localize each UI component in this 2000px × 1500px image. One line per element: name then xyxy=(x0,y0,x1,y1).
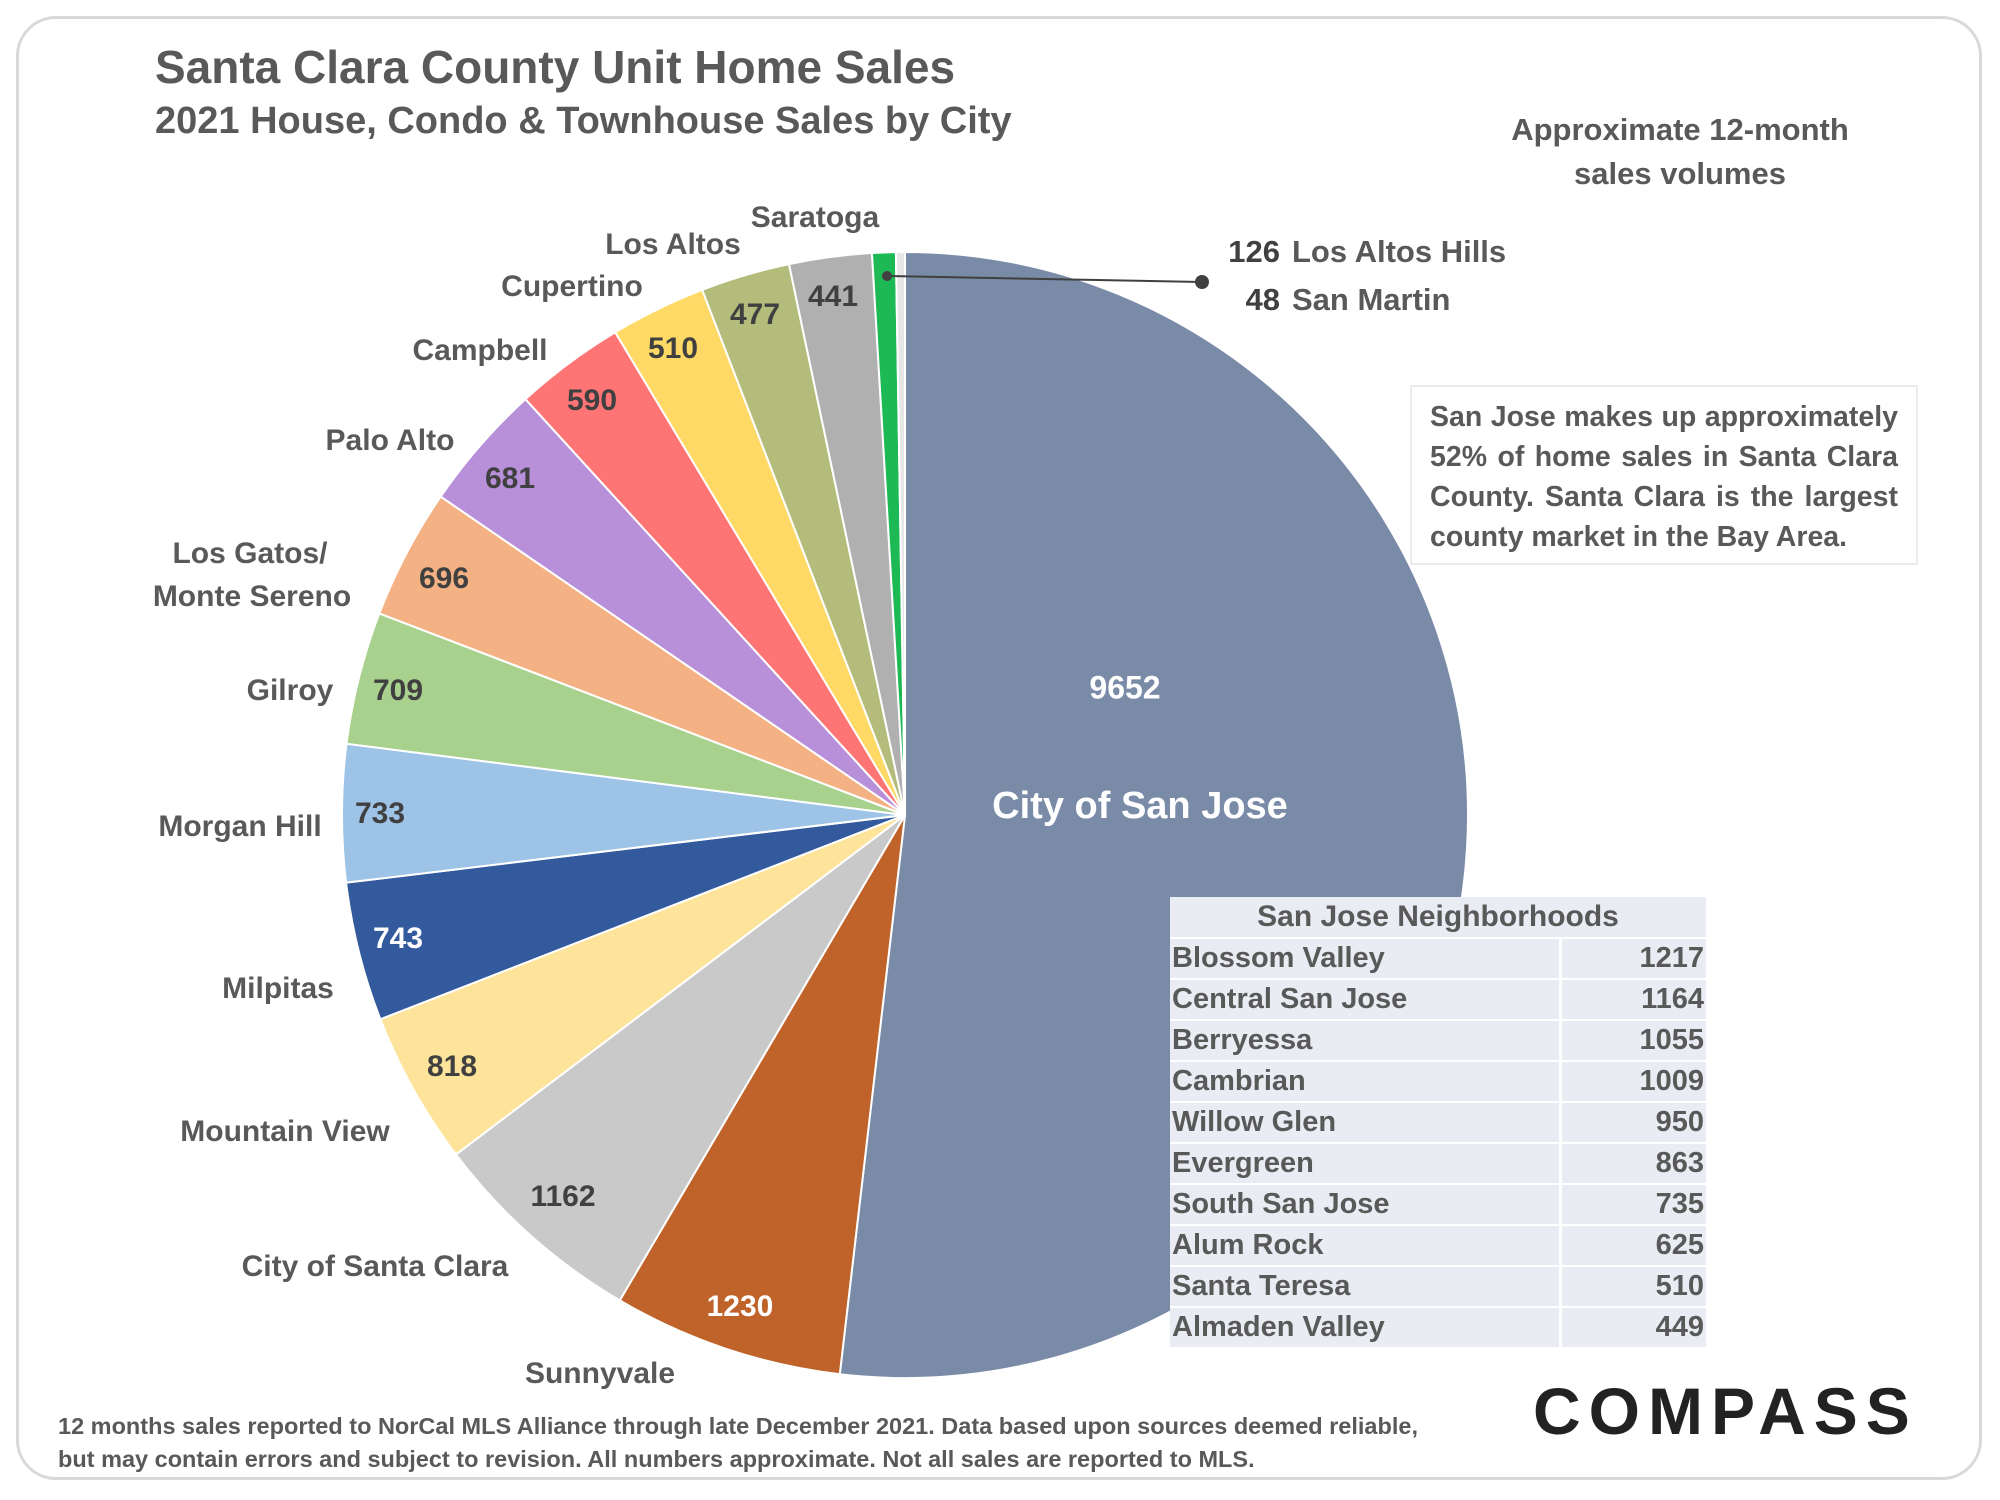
callout-dot xyxy=(882,271,892,281)
value-label-sunnyvale: 1230 xyxy=(707,1290,774,1323)
neighborhood-name: Alum Rock xyxy=(1170,1224,1561,1266)
table-row: Cambrian 1009 xyxy=(1170,1060,1706,1102)
category-label-palo-alto: Palo Alto xyxy=(326,424,455,457)
table-row: Santa Teresa 510 xyxy=(1170,1265,1706,1307)
value-label-city-of-san-jose: 9652 xyxy=(1089,669,1160,705)
category-label-los-gatos-line1: Los Gatos/ xyxy=(172,537,328,570)
category-label-city-of-santa-clara: City of Santa Clara xyxy=(242,1250,509,1283)
value-label-mountain-view: 818 xyxy=(427,1050,477,1083)
neighborhood-sales: 1009 xyxy=(1559,1060,1706,1102)
category-label-mountain-view: Mountain View xyxy=(180,1115,390,1148)
category-label-los-gatos-line2: Monte Sereno xyxy=(153,580,351,613)
value-label-los-altos-hills: 126 xyxy=(1228,234,1280,269)
neighborhood-name: South San Jose xyxy=(1170,1183,1561,1225)
category-label-sunnyvale: Sunnyvale xyxy=(525,1357,675,1390)
value-label-city-of-santa-clara: 1162 xyxy=(530,1180,595,1213)
neighborhood-name: Central San Jose xyxy=(1170,978,1561,1020)
value-label-saratoga: 441 xyxy=(808,280,858,313)
neighborhood-name: Santa Teresa xyxy=(1170,1265,1561,1307)
callout-dot xyxy=(1195,275,1209,289)
neighborhoods-table: San Jose Neighborhoods Blossom Valley 121… xyxy=(1170,897,1706,1347)
callout-leader-line xyxy=(886,275,1203,283)
neighborhoods-table-header: San Jose Neighborhoods xyxy=(1170,897,1706,938)
category-label-milpitas: Milpitas xyxy=(222,972,334,1005)
san-jose-share-note: San Jose makes up approximately 52% of h… xyxy=(1410,385,1918,565)
table-row: Evergreen 863 xyxy=(1170,1142,1706,1184)
neighborhood-name: Berryessa xyxy=(1170,1019,1561,1061)
category-label-cupertino: Cupertino xyxy=(501,270,643,303)
neighborhood-sales: 1164 xyxy=(1559,978,1706,1020)
neighborhood-sales: 449 xyxy=(1559,1306,1706,1347)
compass-logo: COMPASS xyxy=(1533,1374,1918,1448)
neighborhood-sales: 625 xyxy=(1559,1224,1706,1266)
value-label-milpitas: 743 xyxy=(373,922,423,955)
table-row: Almaden Valley 449 xyxy=(1170,1306,1706,1347)
category-label-campbell: Campbell xyxy=(412,334,547,367)
category-label-city-of-san-jose-inner: City of San Jose xyxy=(992,785,1288,827)
neighborhood-sales: 1055 xyxy=(1559,1019,1706,1061)
table-row: Willow Glen 950 xyxy=(1170,1101,1706,1143)
table-row: Alum Rock 625 xyxy=(1170,1224,1706,1266)
category-label-saratoga: Saratoga xyxy=(751,201,880,234)
value-label-palo-alto: 681 xyxy=(485,462,535,495)
category-label-gilroy: Gilroy xyxy=(247,674,334,707)
chart-title: Santa Clara County Unit Home Sales xyxy=(155,41,956,93)
neighborhood-sales: 510 xyxy=(1559,1265,1706,1307)
neighborhood-name: Almaden Valley xyxy=(1170,1306,1561,1347)
category-label-morgan-hill: Morgan Hill xyxy=(158,810,321,843)
chart-subtitle: 2021 House, Condo & Townhouse Sales by C… xyxy=(155,100,1012,142)
pie-slice-san-martin xyxy=(894,250,906,816)
category-label-san-martin: San Martin xyxy=(1292,282,1450,317)
category-label-los-altos: Los Altos xyxy=(605,228,741,261)
value-label-los-altos: 477 xyxy=(730,298,780,331)
neighborhood-name: Cambrian xyxy=(1170,1060,1561,1102)
neighborhood-name: Blossom Valley xyxy=(1170,937,1561,979)
neighborhood-sales: 735 xyxy=(1559,1183,1706,1225)
footnote: 12 months sales reported to NorCal MLS A… xyxy=(58,1413,1418,1472)
table-row: Blossom Valley 1217 xyxy=(1170,937,1706,979)
table-row: Berryessa 1055 xyxy=(1170,1019,1706,1061)
neighborhood-name: Willow Glen xyxy=(1170,1101,1561,1143)
neighborhood-name: Evergreen xyxy=(1170,1142,1561,1184)
table-row: Central San Jose 1164 xyxy=(1170,978,1706,1020)
value-label-gilroy: 709 xyxy=(373,674,423,707)
category-label-los-altos-hills: Los Altos Hills xyxy=(1292,234,1506,269)
value-label-campbell: 590 xyxy=(567,384,617,417)
table-row: South San Jose 735 xyxy=(1170,1183,1706,1225)
approx-volumes-note: Approximate 12-month sales volumes xyxy=(1511,112,1849,191)
pie-slice-sunnyvale xyxy=(618,814,906,1376)
pie-slice-city-of-santa-clara xyxy=(454,814,906,1302)
value-label-san-martin: 48 xyxy=(1246,282,1280,317)
value-label-los-gatos-monte-sereno: 696 xyxy=(419,562,469,595)
neighborhood-sales: 863 xyxy=(1559,1142,1706,1184)
value-label-cupertino: 510 xyxy=(648,332,698,365)
neighborhood-sales: 950 xyxy=(1559,1101,1706,1143)
neighborhood-sales: 1217 xyxy=(1559,937,1706,979)
value-label-morgan-hill: 733 xyxy=(355,797,405,830)
